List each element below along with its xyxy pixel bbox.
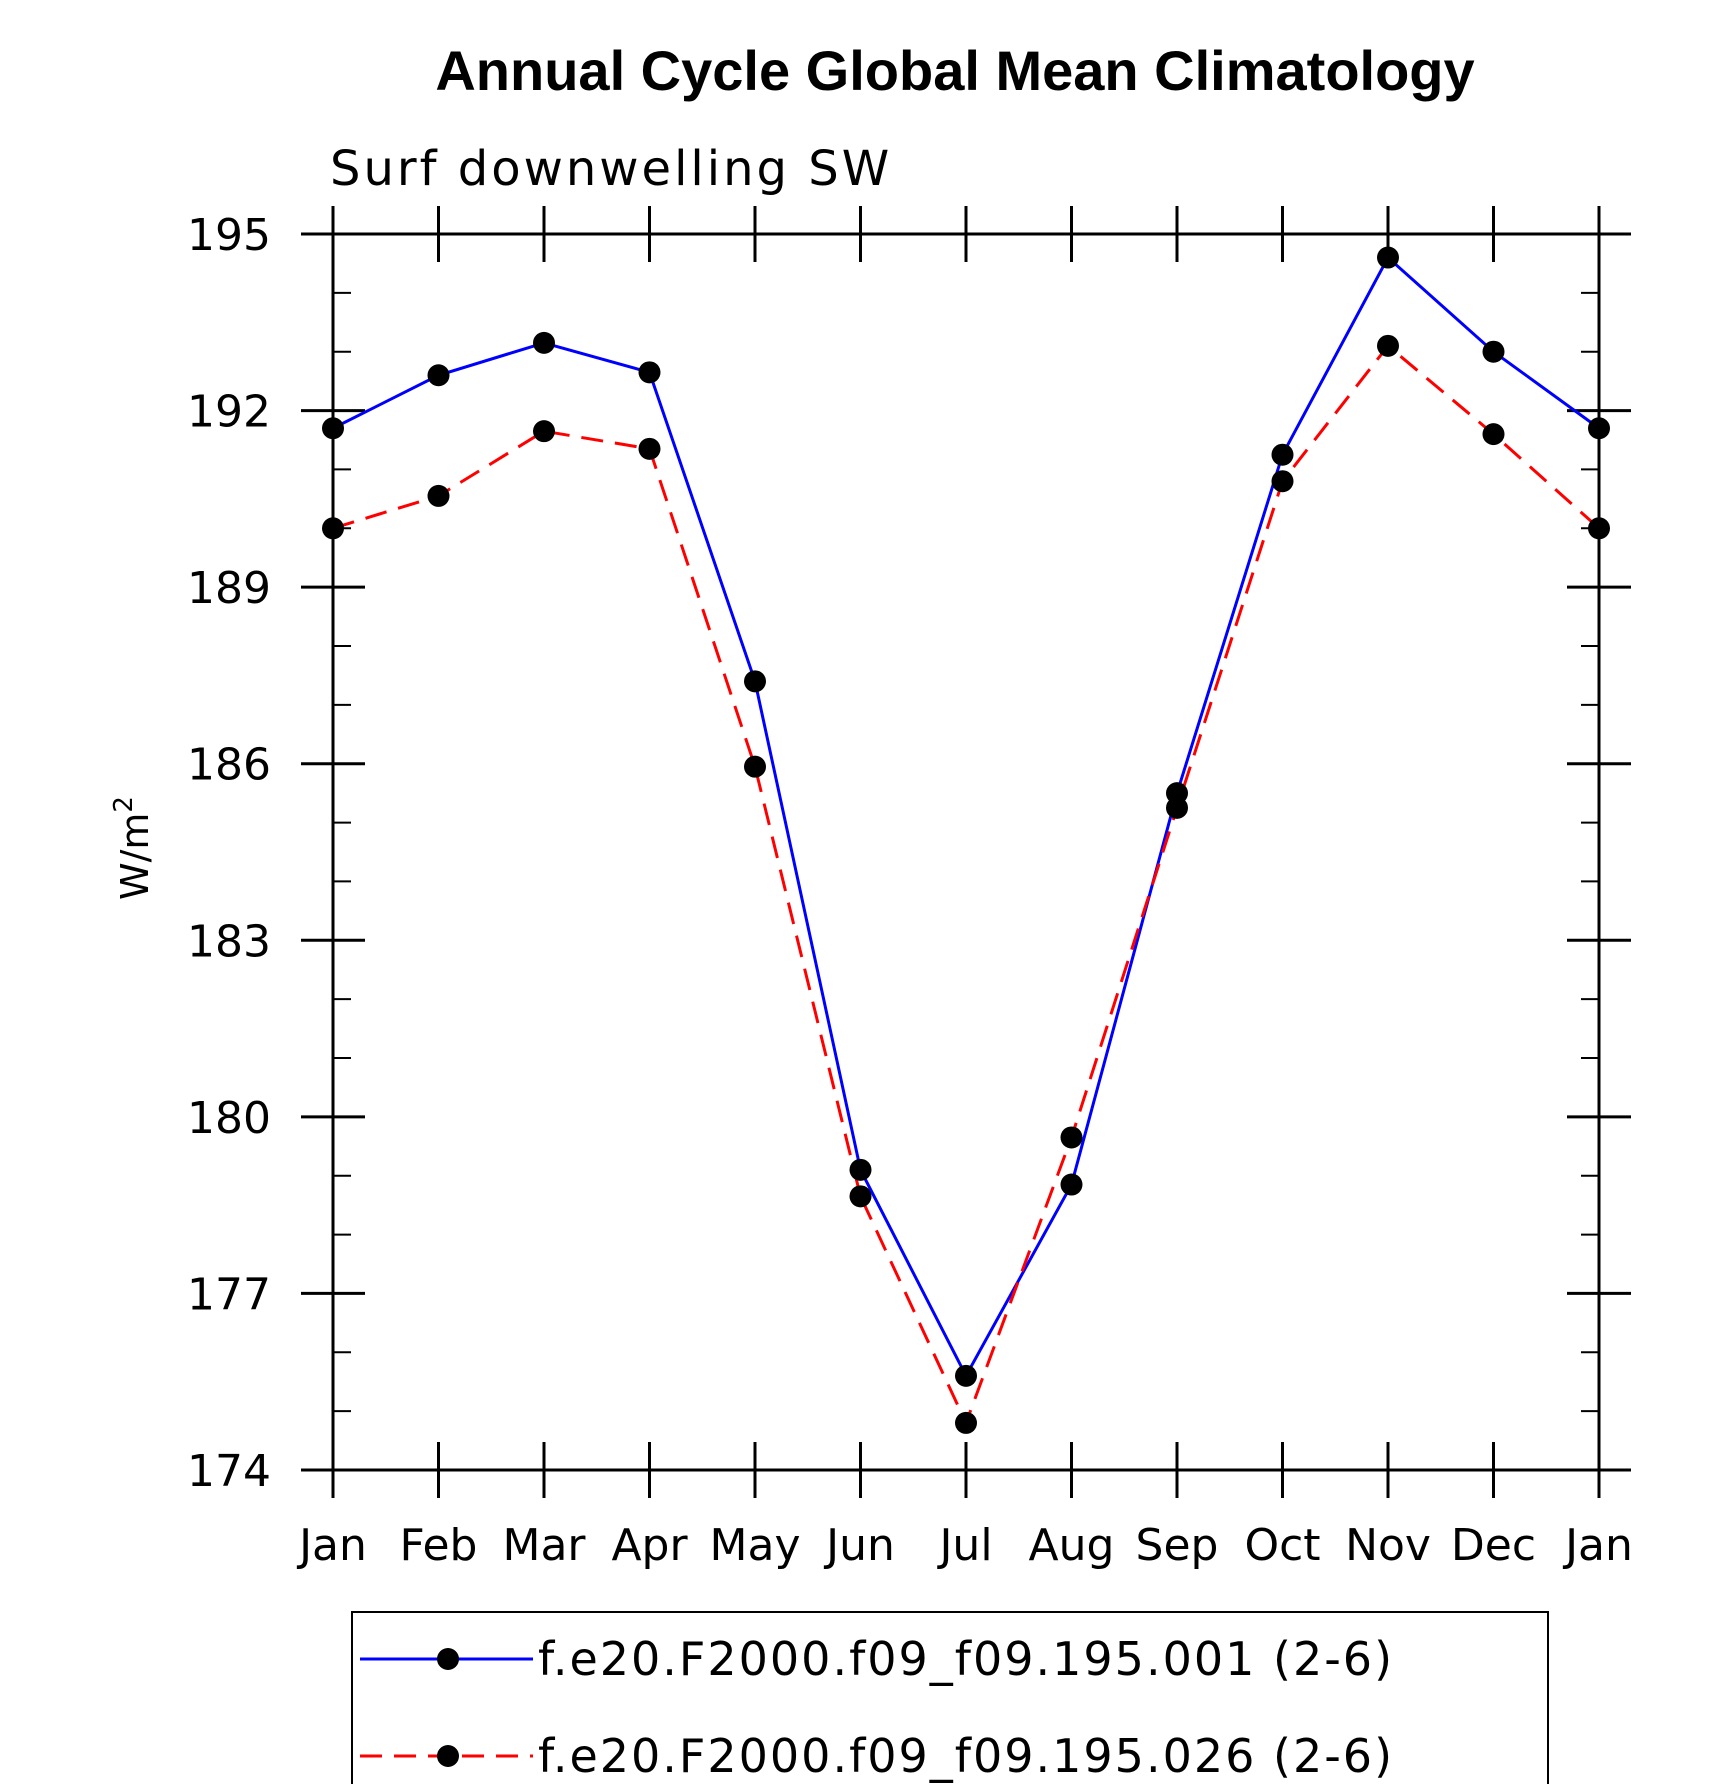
- data-point-series-1: [638, 361, 661, 384]
- x-tick-labels: Jan Feb Mar Apr May Jun Jul Aug Sep Oct Nov Dec Jan: [296, 1520, 1633, 1571]
- data-point-series-1: [1060, 1173, 1083, 1196]
- x-tick-label: Jun: [823, 1520, 895, 1571]
- plot-frame: [331, 232, 1601, 1472]
- data-point-series-1: [1271, 443, 1294, 466]
- data-point-series-1: [744, 670, 766, 693]
- data-point-series-2: [427, 484, 450, 507]
- y-axis-label-superscript: 2: [109, 796, 139, 813]
- data-point-series-1: [1377, 246, 1399, 269]
- data-point-series-2: [849, 1185, 872, 1208]
- x-tick-label: May: [710, 1520, 801, 1571]
- series-markers: [322, 246, 1610, 1434]
- data-point-series-2: [638, 437, 661, 460]
- data-point-series-2: [955, 1411, 977, 1434]
- x-tick-label: Jan: [1562, 1520, 1633, 1571]
- x-tick-label: Sep: [1136, 1520, 1219, 1571]
- legend-marker-series-1: [437, 1648, 459, 1670]
- x-tick-label: Feb: [400, 1520, 478, 1571]
- y-axis-label: W/m2: [109, 796, 157, 900]
- series-lines: [332, 255, 1600, 1427]
- x-tick-label: Jul: [936, 1520, 992, 1571]
- data-point-series-1: [533, 331, 555, 354]
- legend-box: [351, 1611, 1549, 1784]
- x-tick-label: Nov: [1345, 1520, 1431, 1571]
- series-line-2: [332, 343, 1600, 1427]
- x-tick-label: Dec: [1451, 1520, 1536, 1571]
- series-line-1: [332, 255, 1600, 1380]
- y-tick-label: 186: [187, 740, 271, 791]
- chart-title: Annual Cycle Global Mean Climatology: [435, 39, 1474, 102]
- y-tick-label: 192: [187, 387, 271, 438]
- legend-label-series-2: f.e20.F2000.f09_f09.195.026 (2-6): [538, 1729, 1394, 1783]
- y-tick-label: 180: [187, 1093, 271, 1144]
- data-point-series-1: [427, 364, 450, 387]
- data-point-series-2: [1482, 423, 1505, 446]
- x-tick-label: Jan: [296, 1520, 367, 1571]
- data-point-series-1: [1482, 340, 1505, 363]
- x-tick-label: Oct: [1244, 1520, 1320, 1571]
- data-point-series-2: [744, 755, 766, 778]
- data-point-series-2: [1060, 1126, 1083, 1149]
- x-tick-label: Apr: [611, 1520, 688, 1571]
- y-tick-label: 177: [187, 1269, 271, 1320]
- legend-label-series-1: f.e20.F2000.f09_f09.195.001 (2-6): [538, 1632, 1394, 1686]
- y-axis-label-text: W/m: [113, 813, 157, 900]
- y-tick-labels: 174 177 180 183 186 189 192 195: [187, 210, 271, 1497]
- svg-text:W/m2: W/m2: [109, 796, 157, 900]
- chart-subtitle: Surf downwelling SW: [330, 141, 892, 197]
- axis-ticks: [301, 206, 1631, 1498]
- y-tick-label: 183: [187, 916, 271, 967]
- data-point-series-2: [1166, 796, 1188, 819]
- legend: f.e20.F2000.f09_f09.195.001 (2-6) f.e20.…: [351, 1611, 1549, 1784]
- y-tick-label: 174: [187, 1446, 271, 1497]
- y-tick-label: 195: [187, 210, 271, 261]
- data-point-series-2: [533, 420, 555, 443]
- legend-marker-series-2: [437, 1745, 459, 1767]
- data-point-series-1: [955, 1364, 977, 1387]
- y-tick-label: 189: [187, 563, 271, 614]
- data-point-series-2: [1377, 334, 1399, 357]
- data-point-series-1: [849, 1158, 872, 1181]
- x-tick-label: Mar: [502, 1520, 586, 1571]
- x-tick-label: Aug: [1029, 1520, 1115, 1571]
- data-point-series-2: [1271, 470, 1294, 493]
